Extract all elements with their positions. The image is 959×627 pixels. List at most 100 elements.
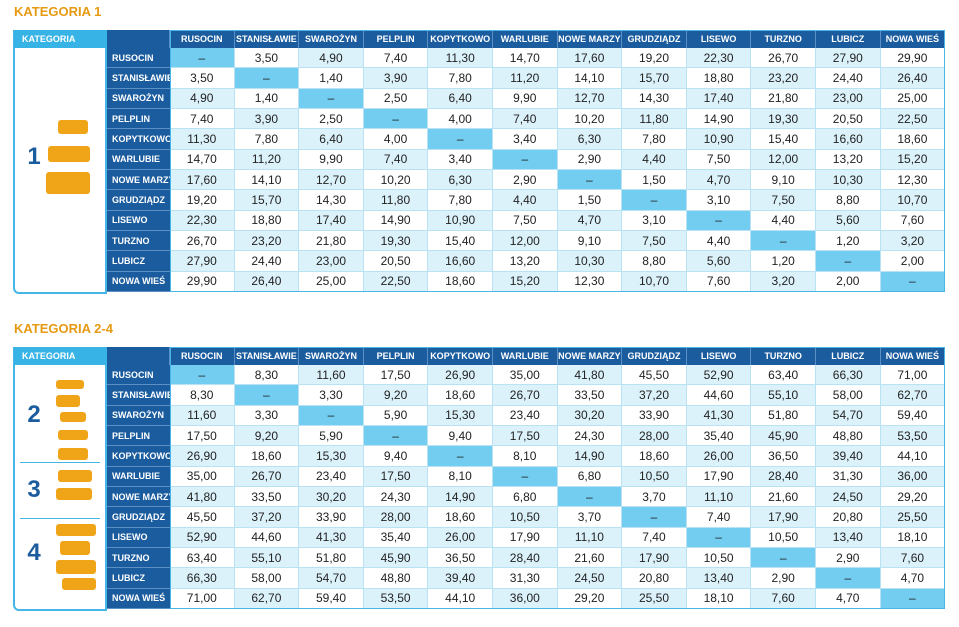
distance-cell: 15,40 [751, 129, 816, 150]
distance-cell: 25,00 [880, 88, 946, 109]
distance-cell: 59,40 [880, 405, 946, 426]
distance-cell: 26,70 [493, 385, 558, 406]
distance-cell: 26,40 [880, 68, 946, 89]
distance-cell: 27,90 [816, 48, 881, 69]
distance-cell: 45,50 [170, 507, 235, 528]
distance-cell: 3,90 [363, 68, 429, 89]
distance-cell: – [363, 425, 429, 447]
vehicle-icon [56, 380, 84, 389]
distance-cell: 36,00 [880, 466, 946, 487]
distance-cell: 66,30 [170, 568, 235, 589]
distance-cell: 58,00 [816, 385, 881, 406]
distance-cell: 9,40 [363, 446, 429, 467]
distance-cell: 66,30 [816, 365, 881, 386]
distance-cell: – [557, 169, 623, 191]
distance-cell: 15,70 [234, 190, 300, 211]
distance-cell: 28,40 [751, 466, 816, 487]
row-label: RUSOCIN [107, 48, 170, 69]
distance-cell: 14,10 [234, 169, 300, 191]
distance-cell: 20,80 [622, 568, 687, 589]
header-spacer [107, 347, 170, 365]
distance-cell: 2,90 [751, 568, 816, 589]
distance-cell: 10,50 [686, 547, 752, 569]
distance-cell: 10,20 [363, 169, 429, 191]
distance-cell: 52,90 [686, 365, 752, 386]
distance-cell: 3,10 [686, 190, 752, 211]
distance-cell: 14,70 [493, 48, 558, 69]
distance-cell: – [170, 48, 235, 69]
vehicle-icon [48, 146, 90, 162]
distance-cell: 6,40 [299, 129, 364, 150]
distance-cell: 3,10 [622, 210, 687, 231]
distance-cell: 12,70 [299, 169, 364, 191]
distance-cell: 24,30 [363, 486, 429, 508]
distance-cell: 11,80 [622, 108, 687, 130]
distance-cell: 26,90 [428, 365, 493, 386]
vehicle-icon [60, 541, 90, 555]
distance-cell: 7,50 [493, 210, 558, 231]
distance-cell: 18,80 [686, 68, 752, 89]
distance-cell: 45,90 [363, 547, 429, 569]
column-header: GRUDZIĄDZ [622, 30, 687, 48]
group-separator [20, 462, 100, 463]
column-header: PELPLIN [363, 347, 429, 365]
distance-cell: – [493, 149, 558, 170]
distance-cell: 31,30 [493, 568, 558, 589]
distance-cell: 13,40 [686, 568, 752, 589]
distance-cell: 14,70 [170, 149, 235, 170]
distance-cell: 33,90 [299, 507, 364, 528]
vehicle-icon [58, 120, 88, 134]
distance-cell: 26,70 [170, 230, 235, 252]
distance-cell: 17,50 [363, 466, 429, 487]
distance-cell: 13,20 [493, 251, 558, 272]
row-label: NOWE MARZY [107, 486, 170, 508]
distance-cell: 23,20 [234, 230, 300, 252]
distance-cell: 15,20 [880, 149, 946, 170]
distance-cell: – [363, 108, 429, 130]
distance-cell: 14,30 [622, 88, 687, 109]
distance-cell: 7,80 [234, 129, 300, 150]
distance-cell: 11,60 [170, 405, 235, 426]
distance-cell: 52,90 [170, 527, 235, 548]
distance-cell: 8,10 [493, 446, 558, 467]
distance-cell: 9,90 [493, 88, 558, 109]
distance-cell: 9,10 [557, 230, 623, 252]
distance-cell: 41,80 [557, 365, 623, 386]
row-label: SWAROŻYN [107, 405, 170, 426]
distance-cell: 17,50 [170, 425, 235, 447]
distance-cell: 2,90 [493, 169, 558, 191]
distance-cell: 9,20 [363, 385, 429, 406]
distance-cell: 6,30 [428, 169, 493, 191]
row-label: GRUDZIĄDZ [107, 507, 170, 528]
distance-cell: 27,90 [170, 251, 235, 272]
distance-cell: 23,00 [299, 251, 364, 272]
distance-cell: 1,40 [234, 88, 300, 109]
distance-cell: 5,60 [686, 251, 752, 272]
distance-cell: 26,00 [428, 527, 493, 548]
distance-cell: 6,30 [557, 129, 623, 150]
distance-cell: 41,30 [686, 405, 752, 426]
distance-cell: – [686, 210, 752, 231]
distance-cell: 11,60 [299, 365, 364, 386]
row-label: PELPLIN [107, 108, 170, 130]
distance-cell: 4,00 [363, 129, 429, 150]
distance-cell: 11,10 [686, 486, 752, 508]
distance-cell: 23,20 [751, 68, 816, 89]
distance-cell: 4,40 [622, 149, 687, 170]
distance-cell: 4,70 [816, 588, 881, 609]
table-border [170, 30, 946, 292]
distance-cell: 30,20 [557, 405, 623, 426]
distance-cell: 7,60 [686, 271, 752, 292]
distance-cell: 55,10 [751, 385, 816, 406]
distance-cell: 4,40 [751, 210, 816, 231]
distance-cell: 17,50 [363, 365, 429, 386]
distance-cell: 3,40 [493, 129, 558, 150]
row-label: LUBICZ [107, 251, 170, 272]
distance-cell: 1,20 [751, 251, 816, 272]
distance-cell: 14,30 [299, 190, 364, 211]
distance-cell: 44,10 [880, 446, 946, 467]
distance-cell: 7,40 [170, 108, 235, 130]
distance-cell: 10,30 [557, 251, 623, 272]
distance-cell: 10,90 [428, 210, 493, 231]
vehicle-icon [56, 560, 96, 574]
